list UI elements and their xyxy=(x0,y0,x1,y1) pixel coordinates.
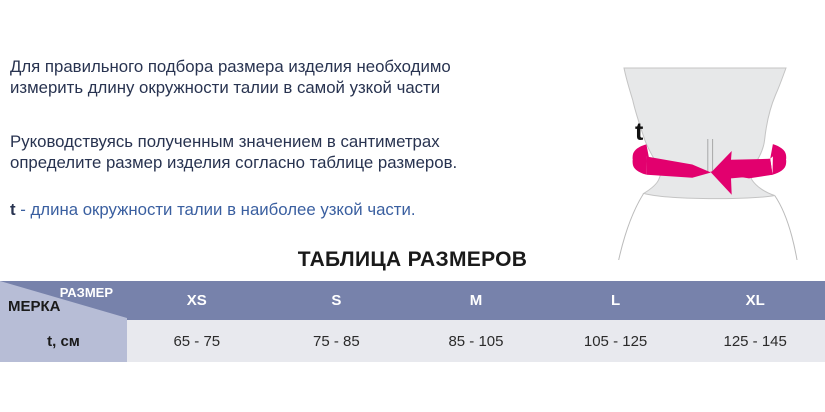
svg-text:t: t xyxy=(635,118,644,146)
